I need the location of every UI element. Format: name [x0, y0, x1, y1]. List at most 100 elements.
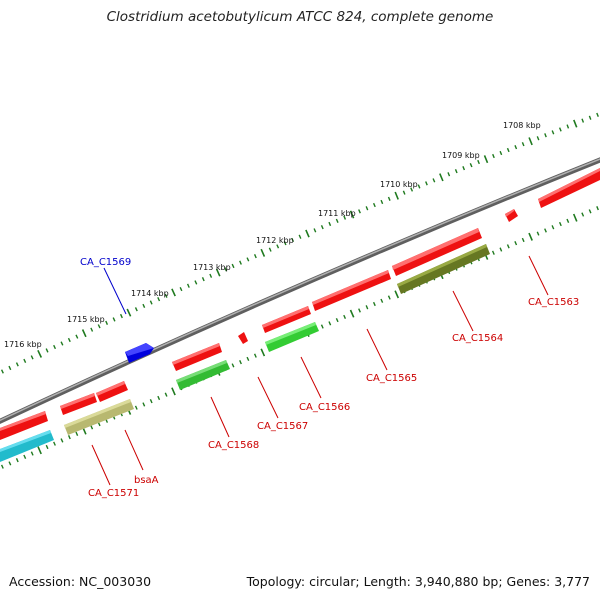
outer-tick-41 — [298, 234, 302, 239]
gene-label-CA_C1566[interactable]: CA_C1566 — [299, 402, 350, 413]
inner-tick-47 — [343, 314, 347, 319]
inner-tick-5 — [30, 451, 34, 456]
gene-CA_C1568-lower-feature[interactable] — [176, 360, 230, 390]
outer-tick-36 — [260, 248, 266, 257]
outer-tick-15 — [105, 320, 109, 325]
gene-CA_C1567-upper-feature[interactable] — [262, 306, 311, 333]
gene-label-CA_C1568[interactable]: CA_C1568 — [208, 440, 259, 451]
gene-label-CA_C1565[interactable]: CA_C1565 — [366, 373, 417, 384]
outer-tick-57 — [417, 184, 421, 189]
gene-CA_C1566-upper-feature[interactable] — [312, 270, 391, 311]
outer-tick-33 — [239, 260, 242, 265]
ruler-label-1711: 1711 kbp — [318, 209, 356, 218]
leader-CA_C1563 — [528, 255, 549, 296]
ruler-outer-ticks — [0, 112, 599, 374]
outer-tick-49 — [358, 209, 361, 214]
ruler-label-1709: 1709 kbp — [442, 151, 480, 160]
inner-tick-6 — [37, 446, 42, 455]
gene-label-CA_C1564[interactable]: CA_C1564 — [452, 333, 503, 344]
outer-tick-29 — [209, 273, 213, 278]
gene-bsaA-lower-feature[interactable] — [64, 399, 134, 435]
inner-tick-80 — [588, 209, 592, 214]
gene-label-CA_C1571[interactable]: CA_C1571 — [88, 488, 139, 499]
outer-tick-73 — [536, 136, 540, 141]
outer-tick-56 — [410, 187, 414, 192]
outer-tick-22 — [157, 297, 161, 302]
outer-tick-52 — [380, 199, 384, 205]
outer-tick-48 — [349, 210, 355, 219]
inner-tick-68 — [499, 247, 503, 252]
inner-tick-11 — [75, 431, 79, 436]
outer-tick-27 — [194, 280, 198, 285]
outer-tick-6 — [37, 349, 43, 358]
inner-tick-46 — [335, 318, 339, 323]
gene-label-CA_C1567[interactable]: CA_C1567 — [257, 421, 308, 432]
outer-tick-28 — [201, 277, 205, 282]
gene-label-CA_C1569[interactable]: CA_C1569 — [80, 257, 131, 268]
leader-CA_C1564 — [452, 290, 474, 332]
genome-backbone — [0, 157, 600, 425]
leader-bsaA — [124, 429, 144, 471]
inner-tick-45 — [328, 321, 332, 326]
outer-tick-12 — [81, 329, 87, 338]
gene-CA_C1568-upper-feature[interactable] — [172, 343, 222, 371]
outer-tick-46 — [335, 218, 339, 223]
outer-tick-61 — [447, 172, 451, 177]
outer-tick-50 — [365, 206, 369, 211]
inner-tick-77 — [566, 218, 570, 223]
inner-tick-35 — [253, 353, 257, 358]
inner-tick-24 — [171, 387, 176, 396]
outer-tick-4 — [23, 358, 27, 363]
gene-bsaA-upper-feature[interactable] — [96, 381, 128, 402]
outer-tick-30 — [215, 268, 221, 277]
outer-tick-21 — [149, 300, 153, 305]
gene-left-red-feature[interactable] — [0, 411, 48, 440]
inner-tick-22 — [157, 395, 161, 401]
outer-tick-10 — [67, 337, 71, 343]
gene-CA_C1565-upper-feature[interactable] — [392, 228, 482, 276]
outer-tick-32 — [231, 263, 235, 269]
gene-label-CA_C1563[interactable]: CA_C1563 — [528, 297, 579, 308]
gene-cyan-feature[interactable] — [0, 430, 54, 462]
ruler-label-1715: 1715 kbp — [67, 315, 105, 324]
outer-tick-18 — [126, 308, 132, 317]
gene-CA_C1566-lower-feature[interactable] — [265, 322, 319, 352]
outer-tick-14 — [97, 324, 101, 329]
outer-tick-67 — [492, 153, 495, 159]
outer-tick-72 — [528, 137, 533, 146]
genome-summary-text: Topology: circular; Length: 3,940,880 bp… — [246, 574, 590, 589]
outer-tick-75 — [551, 130, 555, 135]
gene-CA_C1571-upper-feature[interactable] — [60, 393, 97, 415]
inner-tick-33 — [239, 360, 242, 365]
inner-tick-52 — [380, 298, 384, 303]
gene-small-red-feature[interactable] — [238, 332, 248, 344]
ruler-label-1714: 1714 kbp — [131, 289, 169, 298]
outer-tick-11 — [75, 334, 79, 339]
inner-tick-7 — [45, 444, 49, 450]
outer-tick-53 — [387, 196, 391, 201]
inner-tick-53 — [387, 295, 391, 300]
gene-CA_C1569-feature[interactable] — [125, 343, 154, 363]
outer-tick-7 — [45, 348, 49, 353]
outer-tick-69 — [506, 147, 510, 153]
inner-tick-72 — [528, 232, 533, 241]
inner-tick-36 — [260, 348, 266, 357]
inner-tick-10 — [67, 435, 71, 440]
inner-tick-44 — [320, 324, 324, 329]
outer-tick-51 — [372, 202, 376, 208]
map-title: Clostridium acetobutylicum ATCC 824, com… — [106, 9, 494, 25]
inner-tick-2 — [8, 461, 12, 466]
outer-tick-19 — [134, 307, 138, 312]
gene-label-bsaA[interactable]: bsaA — [134, 475, 159, 486]
inner-tick-34 — [246, 356, 250, 361]
gene-CA_C1564-upper-feature[interactable] — [538, 168, 600, 208]
outer-tick-24 — [171, 288, 176, 297]
outer-tick-59 — [432, 178, 436, 183]
outer-tick-54 — [394, 191, 399, 200]
inner-tick-48 — [349, 309, 355, 318]
gene-CA_C1564-lower-feature[interactable] — [397, 244, 490, 294]
inner-tick-3 — [15, 458, 19, 463]
accession-text: Accession: NC_003030 — [9, 574, 152, 589]
inner-tick-19 — [134, 405, 138, 410]
gene-CA_C1563-feature[interactable] — [505, 209, 518, 222]
